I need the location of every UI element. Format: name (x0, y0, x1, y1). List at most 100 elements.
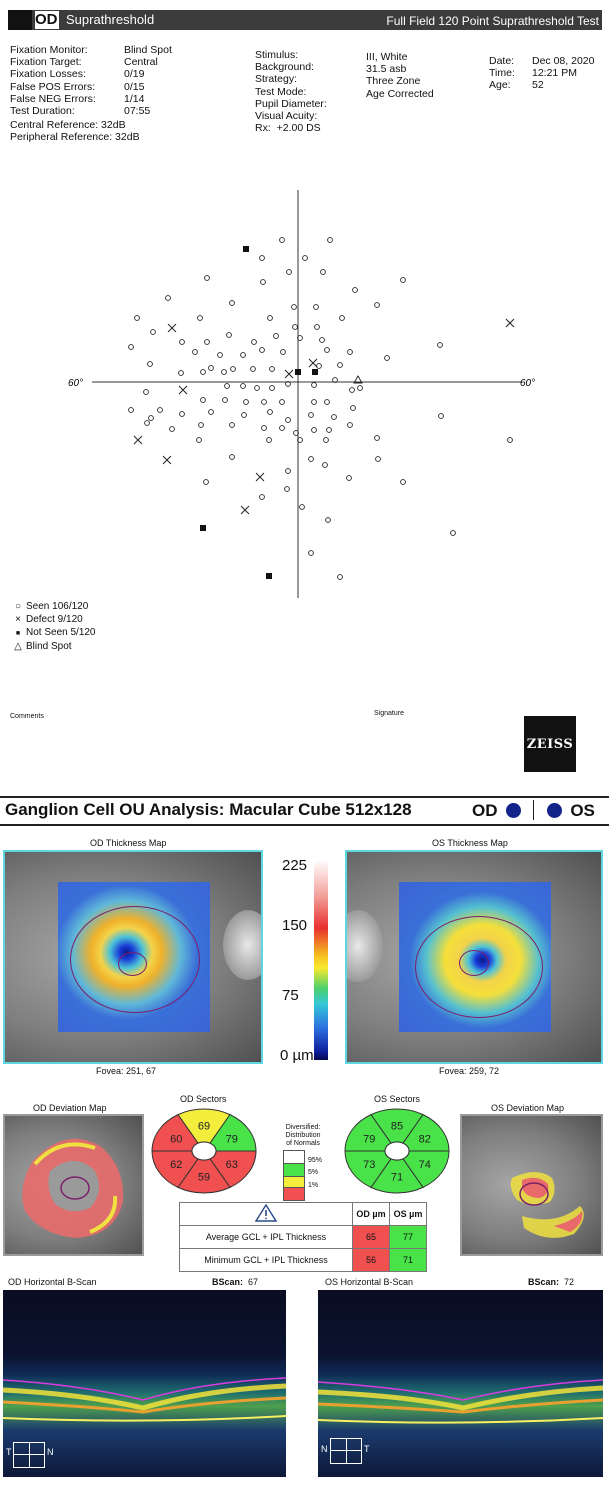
seen-point (165, 295, 171, 301)
seen-point (250, 366, 256, 372)
seen-point (134, 315, 140, 321)
od-fovea-text: Fovea: 251, 67 (96, 1066, 157, 1076)
seen-point (284, 486, 290, 492)
not-seen-point (243, 246, 249, 252)
eye-legend: OD OS (472, 800, 595, 821)
os-fovea-ring (459, 950, 489, 976)
info-label: Background: (255, 61, 314, 74)
os-dot-icon (546, 803, 562, 818)
info-label: Date: (489, 55, 515, 67)
sector-value: 62 (170, 1159, 182, 1171)
legend-red-band (284, 1188, 304, 1200)
od-thickness-title: OD Thickness Map (90, 838, 167, 848)
warning-triangle-icon (254, 1203, 278, 1222)
scale-label-150: 150 (282, 917, 308, 934)
info-value: 31.5 asb (366, 63, 407, 76)
info-label: Fixation Monitor: (10, 44, 88, 56)
info-label: Rx: (255, 122, 271, 135)
legend-seen: ○ Seen 106/120 (10, 600, 96, 613)
seen-point (222, 397, 228, 403)
seen-point (349, 387, 355, 393)
eye-divider (533, 800, 535, 820)
seen-point (293, 430, 299, 436)
visual-field-points (128, 237, 515, 580)
eye-label: OD (35, 11, 59, 29)
seen-point (297, 437, 303, 443)
od-sector-chart: 69 79 63 59 62 60 (151, 1108, 257, 1194)
seen-point (302, 255, 308, 261)
seen-point (128, 407, 134, 413)
blind-spot-point (353, 375, 363, 384)
seen-point (322, 462, 328, 468)
seen-point (292, 324, 298, 330)
seen-point (259, 255, 265, 261)
os-ellipse (415, 916, 543, 1018)
not-seen-point (295, 369, 301, 375)
seen-point (169, 426, 175, 432)
defect-point (255, 472, 265, 482)
seen-point (285, 468, 291, 474)
row-label: Minimum GCL + IPL Thickness (179, 1248, 353, 1272)
scale-label-225: 225 (282, 857, 308, 874)
info-value: Dec 08, 2020 (532, 55, 595, 67)
seen-point (375, 456, 381, 462)
seen-point (241, 412, 247, 418)
seen-point (347, 422, 353, 428)
seen-point (259, 347, 265, 353)
seen-point (320, 269, 326, 275)
test-name: Full Field 120 Point Suprathreshold Test (386, 14, 599, 28)
os-thickness-map (345, 850, 603, 1064)
not-seen-point (200, 525, 206, 531)
report-header-bar (8, 10, 602, 30)
seen-point (291, 304, 297, 310)
os-optic-disc (347, 910, 383, 982)
stimulus-info-values: III, White 31.5 asb Three Zone Age Corre… (366, 51, 434, 100)
seen-point (243, 399, 249, 405)
table-header-row: OD µm OS µm (179, 1202, 427, 1226)
seen-point (316, 363, 322, 369)
seen-point (261, 399, 267, 405)
info-value: 07:55 (124, 105, 151, 118)
seen-point (331, 414, 337, 420)
table-row: Average GCL + IPL Thickness 65 77 (179, 1225, 427, 1249)
axis-label-right: 60° (520, 378, 535, 389)
seen-point (297, 335, 303, 341)
seen-point (143, 389, 149, 395)
seen-point (346, 475, 352, 481)
os-orientation-box (330, 1438, 362, 1464)
sector-value: 79 (363, 1133, 375, 1145)
sector-value: 63 (226, 1159, 238, 1171)
warning-cell (179, 1202, 353, 1226)
info-value: 0/15 (124, 80, 145, 93)
seen-point (279, 237, 285, 243)
defect-point (505, 318, 515, 328)
seen-point (269, 385, 275, 391)
section-top-rule (0, 796, 609, 798)
defect-cross-icon: × (15, 614, 21, 625)
seen-point (438, 413, 444, 419)
central-reference: Central Reference: 32dB (10, 119, 126, 132)
seen-point (267, 409, 273, 415)
seen-point (254, 385, 260, 391)
seen-point (337, 574, 343, 580)
seen-point (229, 300, 235, 306)
seen-point (157, 407, 163, 413)
rx-row: Rx: +2.00 DS (255, 122, 327, 134)
test-subtitle: Suprathreshold (66, 12, 155, 27)
seen-point (311, 427, 317, 433)
od-optic-disc (223, 910, 261, 980)
os-label: OS (570, 801, 595, 820)
seen-point (198, 422, 204, 428)
seen-point (240, 383, 246, 389)
seen-point (208, 365, 214, 371)
od-orient-left: T (6, 1447, 12, 1457)
seen-point (279, 399, 285, 405)
info-value: Three Zone (366, 75, 421, 88)
seen-point (314, 324, 320, 330)
seen-point (217, 352, 223, 358)
fixation-info-labels: Fixation Monitor: Fixation Target: Fixat… (10, 44, 140, 144)
os-minimum-value: 71 (389, 1248, 427, 1272)
os-bscan-title: OS Horizontal B-Scan (325, 1277, 414, 1287)
od-orientation-box (13, 1442, 45, 1468)
od-average-value: 65 (352, 1225, 390, 1249)
